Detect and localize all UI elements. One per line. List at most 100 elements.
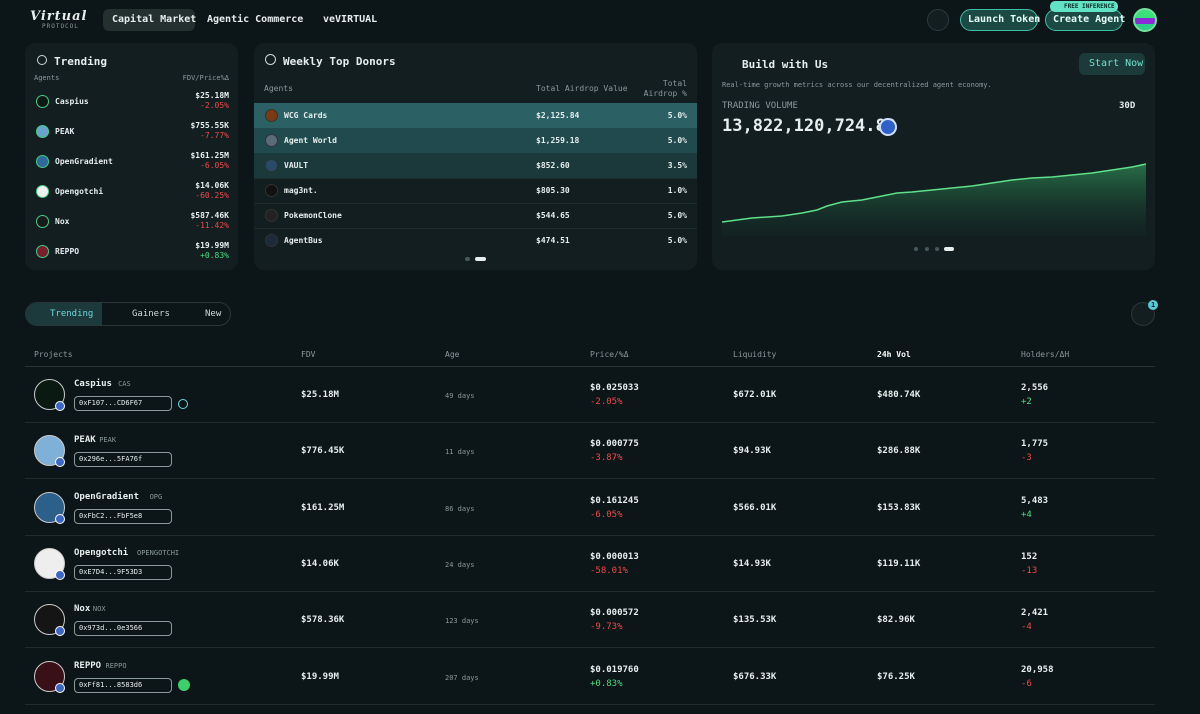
tab-group (25, 302, 231, 326)
tab[interactable]: Trending (50, 309, 94, 319)
table-header[interactable]: FDV (301, 350, 316, 359)
address-box[interactable] (74, 396, 172, 411)
holders: 5,483 (1021, 495, 1049, 506)
donor-pct: 5.0% (667, 136, 687, 145)
project-address[interactable]: 0x296e...5FA76f (79, 455, 143, 464)
col-header: Agents (264, 84, 293, 93)
project-name: Caspius (74, 379, 112, 389)
address-box[interactable] (74, 452, 172, 468)
agent-name: PEAK (55, 127, 75, 136)
col-header: Agents (34, 74, 60, 82)
holders: 1,775 (1021, 439, 1049, 450)
agent-name: Nox (55, 217, 70, 226)
address-box[interactable] (74, 564, 172, 580)
donor-avatar (265, 134, 278, 147)
table-header[interactable]: Price/%Δ (590, 350, 629, 359)
donor-pct: 1.0% (667, 186, 687, 195)
table-header[interactable]: Liquidity (733, 350, 777, 359)
donor-name: mag3nt. (284, 186, 318, 195)
fdv: $578.36K (301, 615, 345, 626)
agent-name: OpenGradient (55, 157, 113, 166)
nav-link[interactable]: Capital Market (112, 14, 197, 25)
agent-change: -2.05% (200, 101, 229, 110)
project-address[interactable]: 0x973d...0e3566 (79, 624, 143, 633)
volume: $153.83K (877, 502, 921, 513)
chain-badge (55, 513, 65, 524)
nav-link[interactable]: veVIRTUAL (323, 14, 378, 25)
age: 49 days (445, 392, 475, 400)
table-header[interactable]: Age (445, 350, 460, 359)
chain-badge (55, 626, 65, 637)
row-divider (25, 422, 1155, 423)
table-header[interactable]: 24h Vol (877, 350, 911, 359)
volume: $76.25K (877, 671, 915, 682)
volume-value: 13,822,120,724.82 (722, 116, 896, 136)
period-select[interactable]: 30D (1119, 101, 1136, 111)
price-change: -9.73% (590, 622, 623, 633)
watch-icon (178, 399, 188, 409)
project-address[interactable]: 0xE7D4...9F53D3 (79, 567, 143, 576)
liquidity: $672.01K (733, 390, 777, 400)
tab[interactable]: New (205, 309, 222, 319)
address-box[interactable] (74, 621, 172, 637)
holders: 20,958 (1021, 664, 1054, 675)
nav-link[interactable]: Agentic Commerce (207, 14, 304, 25)
price: $0.025033 (590, 383, 639, 393)
project-address[interactable]: 0xF107...CD6F67 (79, 399, 143, 407)
fdv: $19.99M (301, 671, 339, 682)
col-header: Total Airdrop Value (536, 84, 628, 93)
tab[interactable]: Gainers (132, 309, 170, 319)
agent-icon (36, 185, 49, 198)
donor-value: $2,125.84 (536, 111, 580, 120)
donor-value: $1,259.18 (536, 136, 580, 145)
search-button[interactable] (927, 9, 949, 31)
donor-avatar (265, 159, 278, 172)
row-divider (25, 647, 1155, 649)
donor-row-bg (254, 103, 697, 128)
holders-change: -6 (1021, 678, 1032, 689)
project-address[interactable]: 0xFf81...8583d6 (79, 680, 143, 689)
donor-avatar (265, 209, 278, 222)
verified-icon (178, 679, 190, 691)
project-ticker: REPPO (105, 661, 127, 670)
table-header[interactable]: Holders/ΔH (1021, 350, 1070, 359)
agent-icon (36, 155, 49, 168)
age: 123 days (445, 617, 479, 626)
start-button[interactable] (1079, 53, 1145, 75)
price: $0.000013 (590, 551, 639, 562)
donor-name: AgentBus (284, 236, 323, 245)
holders: 2,421 (1021, 608, 1049, 619)
row-divider (25, 703, 1155, 705)
volume: $82.96K (877, 615, 915, 626)
pager-dot (935, 247, 939, 251)
card-title: Weekly Top Donors (283, 55, 396, 68)
donor-pct: 3.5% (667, 161, 687, 170)
fdv: $14.06K (301, 558, 339, 569)
holders-change: -13 (1021, 565, 1038, 576)
card-title: Build with Us (742, 58, 829, 71)
address-box[interactable] (74, 508, 172, 524)
donor-value: $544.65 (536, 211, 570, 220)
project-address[interactable]: 0xFbC2...FbF5e8 (79, 511, 143, 520)
col-header: FDV/Price%Δ (182, 74, 229, 82)
launch-button[interactable] (960, 9, 1038, 31)
create-label[interactable]: Create Agent (1053, 14, 1126, 25)
pager-dot (475, 257, 486, 261)
pager-dot (944, 247, 954, 251)
address-box[interactable] (74, 677, 172, 693)
holders-change: -4 (1021, 622, 1032, 633)
table-header[interactable]: Projects (34, 350, 73, 359)
project-name: Opengotchi (74, 547, 129, 558)
nav-active (103, 9, 195, 31)
donor-name: Agent World (284, 136, 337, 145)
price-change: -58.01% (590, 565, 628, 576)
start-label[interactable]: Start Now (1089, 58, 1144, 69)
row-divider (25, 478, 1155, 480)
liquidity: $94.93K (733, 446, 771, 457)
build-subtitle: Real-time growth metrics across our dece… (722, 81, 992, 89)
chain-badge (55, 401, 65, 411)
donor-name: PokemonClone (284, 211, 342, 220)
filter-count: 1 (1151, 301, 1156, 309)
launch-label[interactable]: Launch Token (968, 14, 1041, 25)
